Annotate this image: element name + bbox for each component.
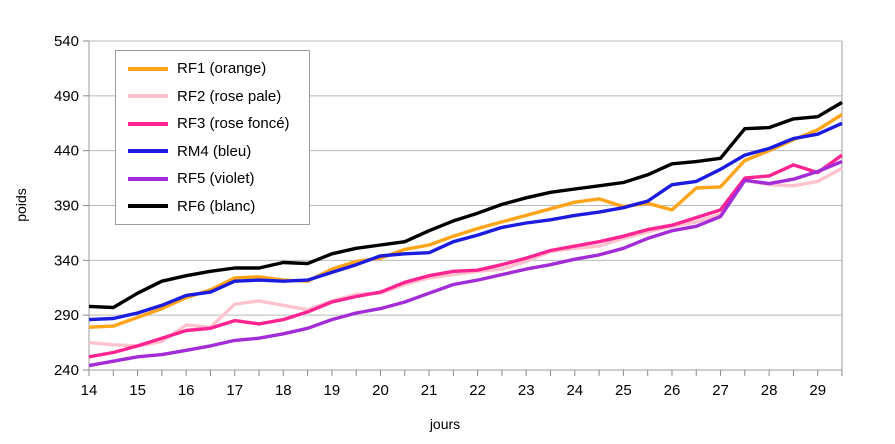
x-tick-label: 26 (664, 382, 681, 399)
legend-label: RF1 (orange) (177, 60, 267, 78)
y-tick-label: 440 (54, 143, 79, 160)
y-tick-label: 340 (54, 252, 79, 269)
series-line-RF5 (88, 160, 843, 368)
x-tick-label: 21 (421, 382, 438, 399)
x-tick-label: 22 (469, 382, 486, 399)
x-tick-label: 17 (226, 382, 243, 399)
x-tick-label: 27 (712, 382, 729, 399)
x-tick-label: 14 (81, 382, 98, 399)
series-line-RF3 (88, 153, 843, 359)
legend-item-RF3: RF3 (rose foncé) (116, 116, 309, 131)
x-tick-label: 25 (615, 382, 632, 399)
legend-label: RF5 (violet) (177, 170, 255, 188)
legend-label: RF3 (rose foncé) (177, 115, 290, 133)
y-tick-label: 490 (54, 88, 79, 105)
y-tick-label: 240 (54, 362, 79, 379)
legend-swatch (128, 204, 168, 209)
legend-label: RF6 (blanc) (177, 197, 256, 215)
legend-swatch (128, 176, 168, 181)
series-line-RF2 (88, 166, 843, 348)
series-line-RF1 (88, 113, 843, 329)
legend-swatch (128, 149, 168, 154)
x-tick-label: 24 (566, 382, 583, 399)
y-tick-label: 540 (54, 33, 79, 50)
series-line-RF6 (88, 100, 843, 310)
x-axis-title: jours (429, 416, 461, 432)
legend-item-RM4: RM4 (bleu) (116, 144, 309, 159)
x-tick-label: 29 (809, 382, 826, 399)
legend-label: RF2 (rose pale) (177, 87, 282, 105)
y-axis-title: poids (13, 188, 29, 222)
legend-item-RF2: RF2 (rose pale) (116, 89, 309, 104)
x-tick-label: 20 (372, 382, 389, 399)
legend-item-RF5: RF5 (violet) (116, 171, 309, 186)
x-tick-label: 15 (129, 382, 146, 399)
x-tick-label: 16 (178, 382, 195, 399)
legend-item-RF6: RF6 (blanc) (116, 199, 309, 214)
legend-label: RM4 (bleu) (177, 142, 252, 160)
legend: RF1 (orange) RF2 (rose pale) RF3 (rose fon… (115, 50, 310, 225)
x-tick-label: 18 (275, 382, 292, 399)
series-line-RM4 (88, 121, 843, 322)
legend-swatch (128, 66, 168, 71)
legend-item-RF1: RF1 (orange) (116, 61, 309, 76)
legend-swatch (128, 121, 168, 126)
x-tick-label: 28 (761, 382, 778, 399)
x-tick-label: 19 (324, 382, 341, 399)
x-tick-label: 23 (518, 382, 535, 399)
y-tick-label: 290 (54, 307, 79, 324)
y-tick-label: 390 (54, 198, 79, 215)
legend-swatch (128, 94, 168, 99)
